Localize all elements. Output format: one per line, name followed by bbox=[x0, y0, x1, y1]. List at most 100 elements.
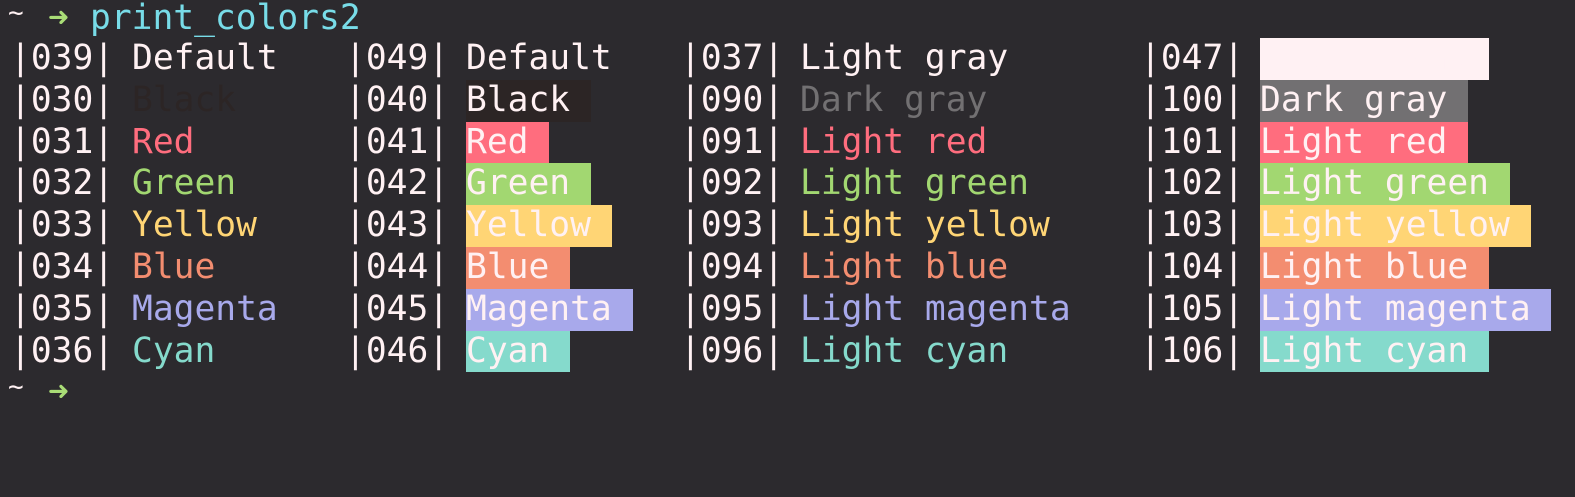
color-label: Magenta bbox=[132, 288, 278, 329]
color-code: |091| bbox=[680, 121, 785, 162]
background-sample: Yellow bbox=[466, 205, 612, 247]
background-sample: Black bbox=[466, 79, 591, 122]
color-code: |092| bbox=[680, 163, 785, 204]
color-label: Light cyan bbox=[800, 330, 1009, 371]
foreground-sample: Black bbox=[132, 80, 236, 122]
background-sample: Light magenta bbox=[1260, 288, 1552, 331]
color-label: Light green bbox=[1260, 163, 1489, 204]
color-label: Blue bbox=[132, 247, 216, 287]
background-sample: Red bbox=[466, 121, 550, 164]
color-label: Cyan bbox=[466, 330, 550, 371]
foreground-sample: Dark gray bbox=[800, 80, 987, 122]
padding-space bbox=[591, 205, 612, 245]
color-label: Light yellow bbox=[800, 205, 1050, 246]
color-label: Yellow bbox=[466, 205, 591, 246]
color-label: Red bbox=[466, 121, 529, 162]
foreground-sample: Magenta bbox=[132, 289, 278, 331]
color-code: |040| bbox=[345, 79, 450, 120]
color-label: Light green bbox=[800, 163, 1029, 204]
color-label: Cyan bbox=[132, 330, 216, 371]
foreground-sample: Default bbox=[132, 38, 278, 80]
foreground-sample: Light red bbox=[800, 122, 987, 164]
foreground-sample: Cyan bbox=[132, 331, 215, 373]
padding-space bbox=[1489, 163, 1510, 203]
foreground-sample: Light blue bbox=[800, 247, 1008, 289]
color-label: Yellow bbox=[132, 205, 257, 246]
color-code: |045| bbox=[345, 288, 450, 329]
padding-space bbox=[549, 331, 570, 371]
prompt-arrow-icon: ➜ bbox=[48, 372, 69, 412]
padding-space bbox=[549, 247, 570, 287]
color-label: Light blue bbox=[800, 247, 1009, 287]
foreground-sample: Blue bbox=[132, 247, 215, 289]
color-label: Light magenta bbox=[1260, 288, 1531, 329]
color-label: Blue bbox=[466, 247, 550, 287]
color-label: Dark gray bbox=[1260, 79, 1448, 120]
padding-space bbox=[612, 289, 633, 329]
color-label: Black bbox=[132, 79, 237, 120]
background-sample: Light gray bbox=[1260, 38, 1490, 80]
home-tilde: ~ bbox=[8, 0, 24, 28]
color-code: |037| bbox=[680, 38, 785, 78]
color-code: |043| bbox=[345, 205, 450, 246]
background-sample: Green bbox=[466, 163, 591, 206]
color-code: |093| bbox=[680, 205, 785, 246]
padding-space bbox=[570, 80, 591, 120]
color-code: |102| bbox=[1140, 163, 1245, 204]
background-sample: Light blue bbox=[1260, 247, 1490, 289]
padding-space bbox=[1468, 247, 1489, 287]
color-code: |049| bbox=[345, 38, 450, 78]
background-sample: Light green bbox=[1260, 163, 1510, 206]
padding-space bbox=[1468, 331, 1489, 371]
prompt-line: ~ ➜ print_colors2 bbox=[0, 0, 1575, 40]
color-label: Black bbox=[466, 79, 571, 120]
color-label: Dark gray bbox=[800, 79, 988, 120]
background-sample: Default bbox=[466, 38, 612, 80]
color-code: |106| bbox=[1140, 330, 1245, 371]
padding-space bbox=[570, 163, 591, 203]
color-code: |033| bbox=[10, 205, 115, 246]
end-prompt-line[interactable]: ~ ➜ bbox=[0, 372, 1575, 414]
padding-space bbox=[1447, 80, 1468, 120]
padding-space bbox=[1468, 38, 1489, 78]
color-code: |090| bbox=[680, 79, 785, 120]
color-label: Light red bbox=[1260, 121, 1448, 162]
color-code: |094| bbox=[680, 247, 785, 287]
prompt-arrow-icon: ➜ bbox=[48, 0, 69, 38]
color-code: |031| bbox=[10, 121, 115, 162]
color-code: |035| bbox=[10, 288, 115, 329]
color-label: Light cyan bbox=[1260, 330, 1469, 371]
background-sample: Light yellow bbox=[1260, 205, 1531, 247]
color-label: Red bbox=[132, 121, 195, 162]
color-code: |100| bbox=[1140, 79, 1245, 120]
foreground-sample: Light cyan bbox=[800, 331, 1008, 373]
color-label: Green bbox=[466, 163, 571, 204]
foreground-sample: Light green bbox=[800, 163, 1029, 205]
color-code: |039| bbox=[10, 38, 115, 78]
color-label: Default bbox=[132, 38, 278, 78]
background-sample: Light cyan bbox=[1260, 330, 1490, 373]
padding-space bbox=[1447, 122, 1468, 162]
foreground-sample: Green bbox=[132, 163, 236, 205]
color-code: |096| bbox=[680, 330, 785, 371]
background-sample: Cyan bbox=[466, 330, 571, 373]
color-code: |104| bbox=[1140, 247, 1245, 287]
color-code: |095| bbox=[680, 288, 785, 329]
background-sample: Blue bbox=[466, 247, 571, 289]
padding-space bbox=[1531, 289, 1552, 329]
foreground-sample: Light yellow bbox=[800, 205, 1050, 247]
foreground-sample: Light magenta bbox=[800, 289, 1071, 331]
color-label: Light blue bbox=[1260, 247, 1469, 287]
color-code: |044| bbox=[345, 247, 450, 287]
color-label: Green bbox=[132, 163, 237, 204]
background-sample: Light red bbox=[1260, 121, 1469, 164]
color-code: |103| bbox=[1140, 205, 1245, 246]
color-label: Light gray bbox=[800, 38, 1009, 78]
color-code: |042| bbox=[345, 163, 450, 204]
color-label: Magenta bbox=[466, 288, 612, 329]
foreground-sample: Red bbox=[132, 122, 194, 164]
color-label: Default bbox=[466, 38, 612, 78]
color-code: |030| bbox=[10, 79, 115, 120]
color-code: |101| bbox=[1140, 121, 1245, 162]
foreground-sample: Light gray bbox=[800, 38, 1008, 80]
